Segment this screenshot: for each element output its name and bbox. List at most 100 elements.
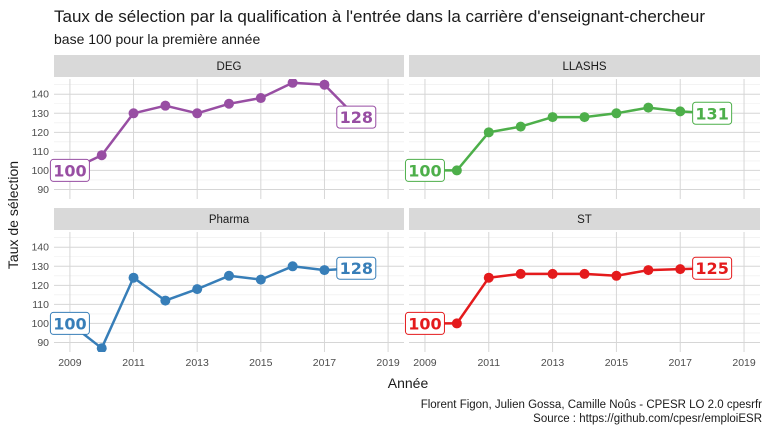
data-point: [579, 112, 590, 123]
data-point: [675, 264, 686, 275]
series-line: [425, 106, 713, 172]
first-value-label: 100: [49, 311, 90, 335]
data-point: [483, 272, 494, 283]
y-tick-label: 130: [31, 261, 49, 273]
panel-deg: DEG 90 100 110 120 130 140 100 128: [31, 55, 404, 199]
strip-label: Pharma: [209, 214, 250, 226]
last-value-label-box: [692, 101, 733, 125]
strip-background: [409, 55, 760, 77]
strip-background: [409, 208, 760, 230]
x-axis-label: Année: [388, 375, 429, 391]
y-tick-label: 110: [32, 146, 49, 158]
y-axis-label: Taux de sélection: [5, 161, 21, 269]
y-tick-label: 110: [32, 299, 49, 311]
data-point: [515, 268, 526, 279]
y-tick-label: 120: [31, 127, 49, 139]
x-tick-label: 2015: [605, 357, 629, 369]
x-tick-label: 2011: [477, 357, 500, 369]
first-value-label-box: [404, 311, 445, 335]
first-value-label-text: 100: [408, 161, 441, 180]
x-tick-label: 2011: [122, 357, 145, 369]
panel-llashs: LLASHS 100 131: [404, 55, 760, 199]
last-value-label-text: 128: [340, 259, 373, 278]
first-value-label-box: [404, 158, 445, 182]
x-tick-label: 2017: [669, 357, 693, 369]
panel-pharma: Pharma 90 100 110 120 130 140 2009 2011 2013 2015 2…: [31, 208, 404, 369]
first-value-label-box: [49, 311, 90, 335]
data-point: [579, 268, 590, 279]
facet-panels: DEG 90 100 110 120 130 140 100 128 LLASHS 100 131 Ph…: [31, 55, 760, 369]
data-point: [547, 112, 558, 123]
y-tick-label: 120: [31, 280, 49, 292]
data-point: [287, 79, 298, 88]
data-point: [643, 265, 654, 276]
x-tick-label: 2019: [732, 357, 756, 369]
series-line: [425, 266, 713, 325]
strip-label: DEG: [217, 61, 242, 73]
last-value-label-text: 131: [695, 104, 728, 123]
x-tick-label: 2013: [186, 357, 210, 369]
y-tick-label: 90: [37, 337, 49, 349]
data-point: [224, 98, 234, 109]
data-point: [224, 270, 234, 281]
caption-credits: Florent Figon, Julien Gossa, Camille Noû…: [421, 399, 762, 411]
data-point: [483, 127, 494, 138]
data-point: [128, 108, 139, 119]
first-value-label: 100: [404, 311, 445, 335]
first-value-label: 100: [404, 158, 445, 182]
data-point: [643, 102, 654, 113]
last-value-label-box: [692, 256, 733, 280]
data-point: [96, 150, 107, 161]
x-tick-label: 2009: [58, 357, 82, 369]
y-tick-label: 140: [31, 89, 49, 101]
x-tick-label: 2009: [413, 357, 437, 369]
first-value-label-text: 100: [53, 314, 86, 333]
data-point: [160, 100, 171, 111]
data-point: [451, 318, 462, 329]
y-tick-label: 100: [31, 318, 49, 330]
x-tick-label: 2019: [376, 357, 400, 369]
x-tick-label: 2015: [249, 357, 273, 369]
series-line: [69, 265, 357, 350]
last-value-label-box: [336, 105, 377, 129]
data-point: [96, 343, 107, 352]
strip-background: [54, 55, 404, 77]
last-value-label: 128: [336, 256, 377, 280]
data-point: [547, 268, 558, 279]
last-value-label: 125: [692, 256, 733, 280]
y-tick-label: 140: [31, 242, 49, 254]
x-tick-label: 2013: [541, 357, 565, 369]
data-point: [255, 93, 266, 104]
last-value-label-box: [336, 256, 377, 280]
data-point: [611, 270, 622, 281]
data-point: [192, 284, 203, 295]
first-value-label: 100: [49, 158, 90, 182]
strip-background: [54, 208, 404, 230]
first-value-label-text: 100: [53, 161, 86, 180]
data-point: [611, 108, 622, 119]
last-value-label-text: 128: [340, 108, 373, 127]
y-tick-label: 100: [31, 165, 49, 177]
data-point: [287, 261, 298, 272]
first-value-label-text: 100: [408, 314, 441, 333]
last-value-label-text: 125: [695, 259, 728, 278]
data-point: [451, 165, 462, 176]
strip-label: LLASHS: [562, 61, 606, 73]
chart-title: Taux de sélection par la qualification à…: [54, 7, 705, 26]
data-point: [675, 106, 686, 117]
last-value-label: 131: [692, 101, 733, 125]
data-point: [128, 272, 139, 283]
data-point: [319, 79, 330, 90]
strip-label: ST: [577, 214, 592, 226]
last-value-label: 128: [336, 105, 377, 129]
panel-st: ST 2009 2011 2013 2015 2017 2019 100 125: [404, 208, 760, 369]
data-point: [255, 274, 266, 285]
chart-subtitle: base 100 pour la première année: [54, 31, 260, 47]
data-point: [319, 265, 330, 276]
data-point: [515, 121, 526, 132]
series-line: [69, 81, 358, 172]
first-value-label-box: [49, 158, 90, 182]
y-tick-label: 130: [31, 108, 49, 120]
y-tick-label: 90: [37, 184, 49, 196]
